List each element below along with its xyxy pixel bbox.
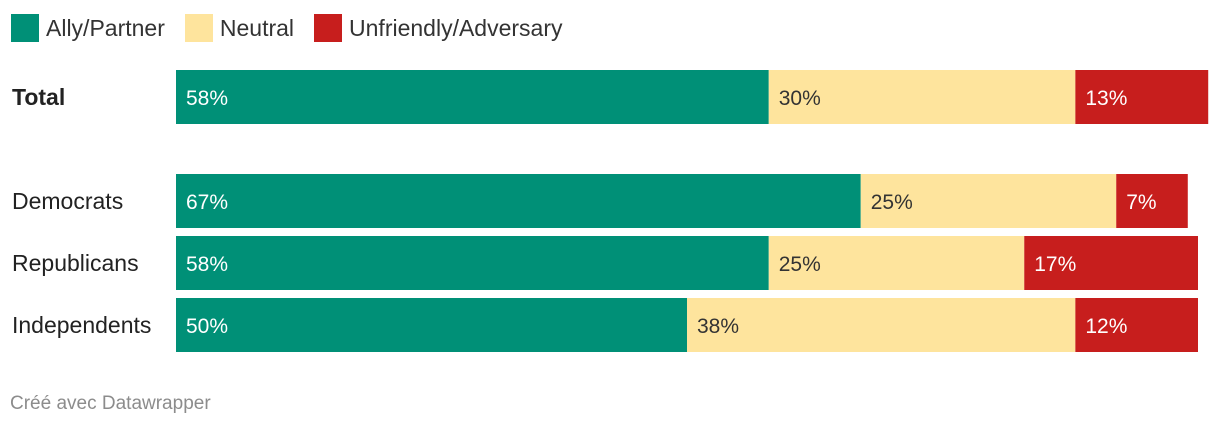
category-label-republicans: Republicans xyxy=(12,250,139,276)
legend-label-ally-partner: Ally/Partner xyxy=(46,14,165,41)
bar-total-ally-partner xyxy=(176,70,769,124)
bar-democrats-ally-partner xyxy=(176,174,861,228)
data-label-independents-neutral: 38% xyxy=(697,315,739,338)
category-label-total: Total xyxy=(12,84,65,110)
bar-total-neutral xyxy=(768,70,1076,124)
bar-democrats-unfriendly-adversary xyxy=(1116,174,1188,228)
bar-total-unfriendly-adversary xyxy=(1075,70,1209,124)
chart-legend: Ally/Partner Neutral Unfriendly/Adversar… xyxy=(11,13,583,43)
data-label-independents-unfriendly-adversary: 12% xyxy=(1085,315,1127,338)
data-label-democrats-neutral: 25% xyxy=(871,191,913,214)
legend-label-unfriendly-adversary: Unfriendly/Adversary xyxy=(349,14,563,41)
data-label-independents-ally-partner: 50% xyxy=(186,315,228,338)
category-label-independents: Independents xyxy=(12,312,151,338)
legend-item-ally-partner: Ally/Partner xyxy=(11,14,165,42)
footer-credit: Créé avec Datawrapper xyxy=(10,393,211,414)
data-label-total-ally-partner: 58% xyxy=(186,87,228,110)
bar-democrats-neutral xyxy=(860,174,1117,228)
bar-republicans-unfriendly-adversary xyxy=(1024,236,1198,290)
data-label-republicans-unfriendly-adversary: 17% xyxy=(1034,253,1076,276)
category-label-democrats: Democrats xyxy=(12,188,123,214)
data-label-republicans-ally-partner: 58% xyxy=(186,253,228,276)
legend-item-neutral: Neutral xyxy=(184,14,295,42)
legend-swatch-ally-partner xyxy=(11,14,39,42)
data-label-democrats-unfriendly-adversary: 7% xyxy=(1126,191,1156,214)
legend-swatch-unfriendly-adversary xyxy=(314,14,343,42)
legend-label-neutral: Neutral xyxy=(219,14,295,41)
bar-independents-unfriendly-adversary xyxy=(1075,298,1198,352)
data-label-republicans-neutral: 25% xyxy=(779,253,821,276)
data-label-total-unfriendly-adversary: 13% xyxy=(1085,87,1127,110)
bar-republicans-ally-partner xyxy=(176,236,769,290)
data-label-total-neutral: 30% xyxy=(779,87,821,110)
legend-item-unfriendly-adversary: Unfriendly/Adversary xyxy=(314,14,563,42)
legend-swatch-neutral xyxy=(184,14,213,42)
data-label-democrats-ally-partner: 67% xyxy=(186,191,228,214)
bar-independents-ally-partner xyxy=(176,298,687,352)
bar-independents-neutral xyxy=(687,298,1076,352)
bar-republicans-neutral xyxy=(768,236,1025,290)
